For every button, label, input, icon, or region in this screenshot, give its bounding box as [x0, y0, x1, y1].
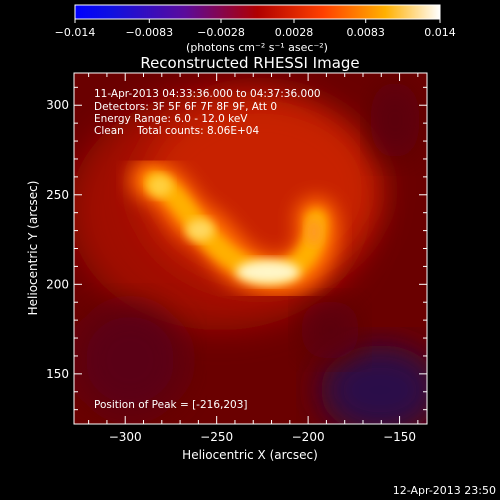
chart-title: Reconstructed RHESSI Image	[140, 54, 359, 72]
x-tick-label: −150	[383, 430, 416, 444]
y-tick-label: 250	[46, 188, 69, 202]
annotation-clean-counts: Clean Total counts: 8.06E+04	[94, 125, 259, 137]
colorbar-tick-label: −0.0083	[125, 26, 173, 39]
x-tick-label: −250	[200, 430, 233, 444]
x-axis-label: Heliocentric X (arcsec)	[182, 448, 318, 462]
x-tick-label: −300	[109, 430, 142, 444]
colorbar-tick-label: 0.014	[424, 26, 456, 39]
x-axis: −300 −250 −200 −150	[88, 73, 419, 444]
y-tick-label: 150	[46, 367, 69, 381]
heatmap-image	[74, 73, 427, 424]
colorbar-tick-label: 0.0028	[275, 26, 314, 39]
y-axis: 150 200 250 300	[46, 86, 427, 411]
colorbar-ticks: −0.014 −0.0083 −0.0028 0.0028 0.0083 0.014	[55, 19, 456, 39]
colorbar-tick-label: −0.014	[55, 26, 96, 39]
timestamp: 12-Apr-2013 23:50	[393, 484, 496, 497]
colorbar-tick-label: 0.0083	[346, 26, 385, 39]
colorbar	[74, 4, 441, 20]
y-axis-label: Heliocentric Y (arcsec)	[26, 181, 40, 316]
annotation-peak: Position of Peak = [-216,203]	[94, 399, 248, 411]
colorbar-label: (photons cm⁻² s⁻¹ asec⁻²)	[186, 41, 328, 54]
y-tick-label: 300	[46, 98, 69, 112]
colorbar-tick-label: −0.0028	[197, 26, 245, 39]
annotation-time-range: 11-Apr-2013 04:33:36.000 to 04:37:36.000	[94, 88, 321, 100]
x-tick-label: −200	[292, 430, 325, 444]
annotation-detectors: Detectors: 3F 5F 6F 7F 8F 9F, Att 0	[94, 101, 277, 113]
y-tick-label: 200	[46, 277, 69, 291]
annotation-energy: Energy Range: 6.0 - 12.0 keV	[94, 113, 248, 125]
